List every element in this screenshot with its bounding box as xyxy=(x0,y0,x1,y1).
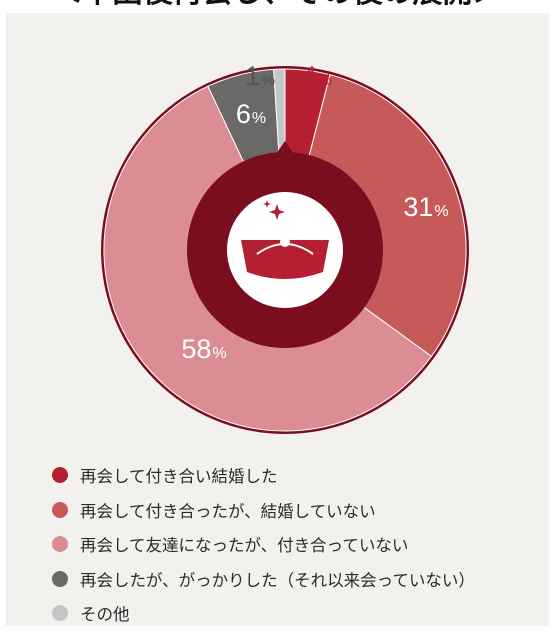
legend-item-5: その他 xyxy=(52,596,475,631)
chart-panel: 4% 31% 58% 6% 1% 再会して付き合い結婚した 再会して付き合ったが、結婚して… xyxy=(6,13,549,626)
legend-label: 再会して付き合ったが、結婚していない xyxy=(80,501,376,521)
legend-swatch xyxy=(52,501,68,518)
percent-sign: % xyxy=(318,72,332,89)
ring-pointer xyxy=(276,141,294,154)
slice-value-label-2: 31% xyxy=(403,192,448,222)
legend-label: その他 xyxy=(80,605,130,625)
value-number: 31 xyxy=(403,192,433,222)
value-number: 1 xyxy=(245,61,260,91)
slice-value-label-1: 4% xyxy=(302,61,332,91)
legend-label: 再会して友達になったが、付き合っていない xyxy=(80,536,409,556)
legend-item-2: 再会して付き合ったが、結婚していない xyxy=(52,493,475,528)
ring-box-icon xyxy=(227,192,343,308)
legend-item-1: 再会して付き合い結婚した xyxy=(52,458,475,493)
slice-value-label-3: 58% xyxy=(181,334,226,364)
legend-item-3: 再会して友達になったが、付き合っていない xyxy=(52,527,475,562)
legend-label: 再会して付き合い結婚した xyxy=(80,467,278,487)
slice-value-label-4: 6% xyxy=(236,99,266,129)
legend-swatch xyxy=(52,467,68,484)
donut-chart: 4%31%58%6%1% xyxy=(101,61,469,434)
value-number: 6 xyxy=(236,99,251,129)
chart-title: ＜卒園後再会し、その後の展開＞ xyxy=(0,0,555,10)
percent-sign: % xyxy=(252,110,266,127)
legend-label: 再会したが、がっかりした（それ以来会っていない） xyxy=(80,570,475,590)
legend-swatch xyxy=(52,605,68,622)
legend-item-4: 再会したが、がっかりした（それ以来会っていない） xyxy=(52,562,475,597)
legend-swatch xyxy=(52,570,68,587)
legend-swatch xyxy=(52,536,68,553)
percent-sign: % xyxy=(434,203,448,220)
legend: 再会して付き合い結婚した再会して付き合ったが、結婚していない再会して友達になった… xyxy=(52,458,475,631)
value-number: 4 xyxy=(302,61,317,91)
value-number: 58 xyxy=(181,334,211,364)
percent-sign: % xyxy=(261,72,275,89)
slice-value-label-5: 1% xyxy=(245,61,275,91)
title-clip: ＜卒園後再会し、その後の展開＞ xyxy=(0,0,555,13)
percent-sign: % xyxy=(212,345,226,362)
